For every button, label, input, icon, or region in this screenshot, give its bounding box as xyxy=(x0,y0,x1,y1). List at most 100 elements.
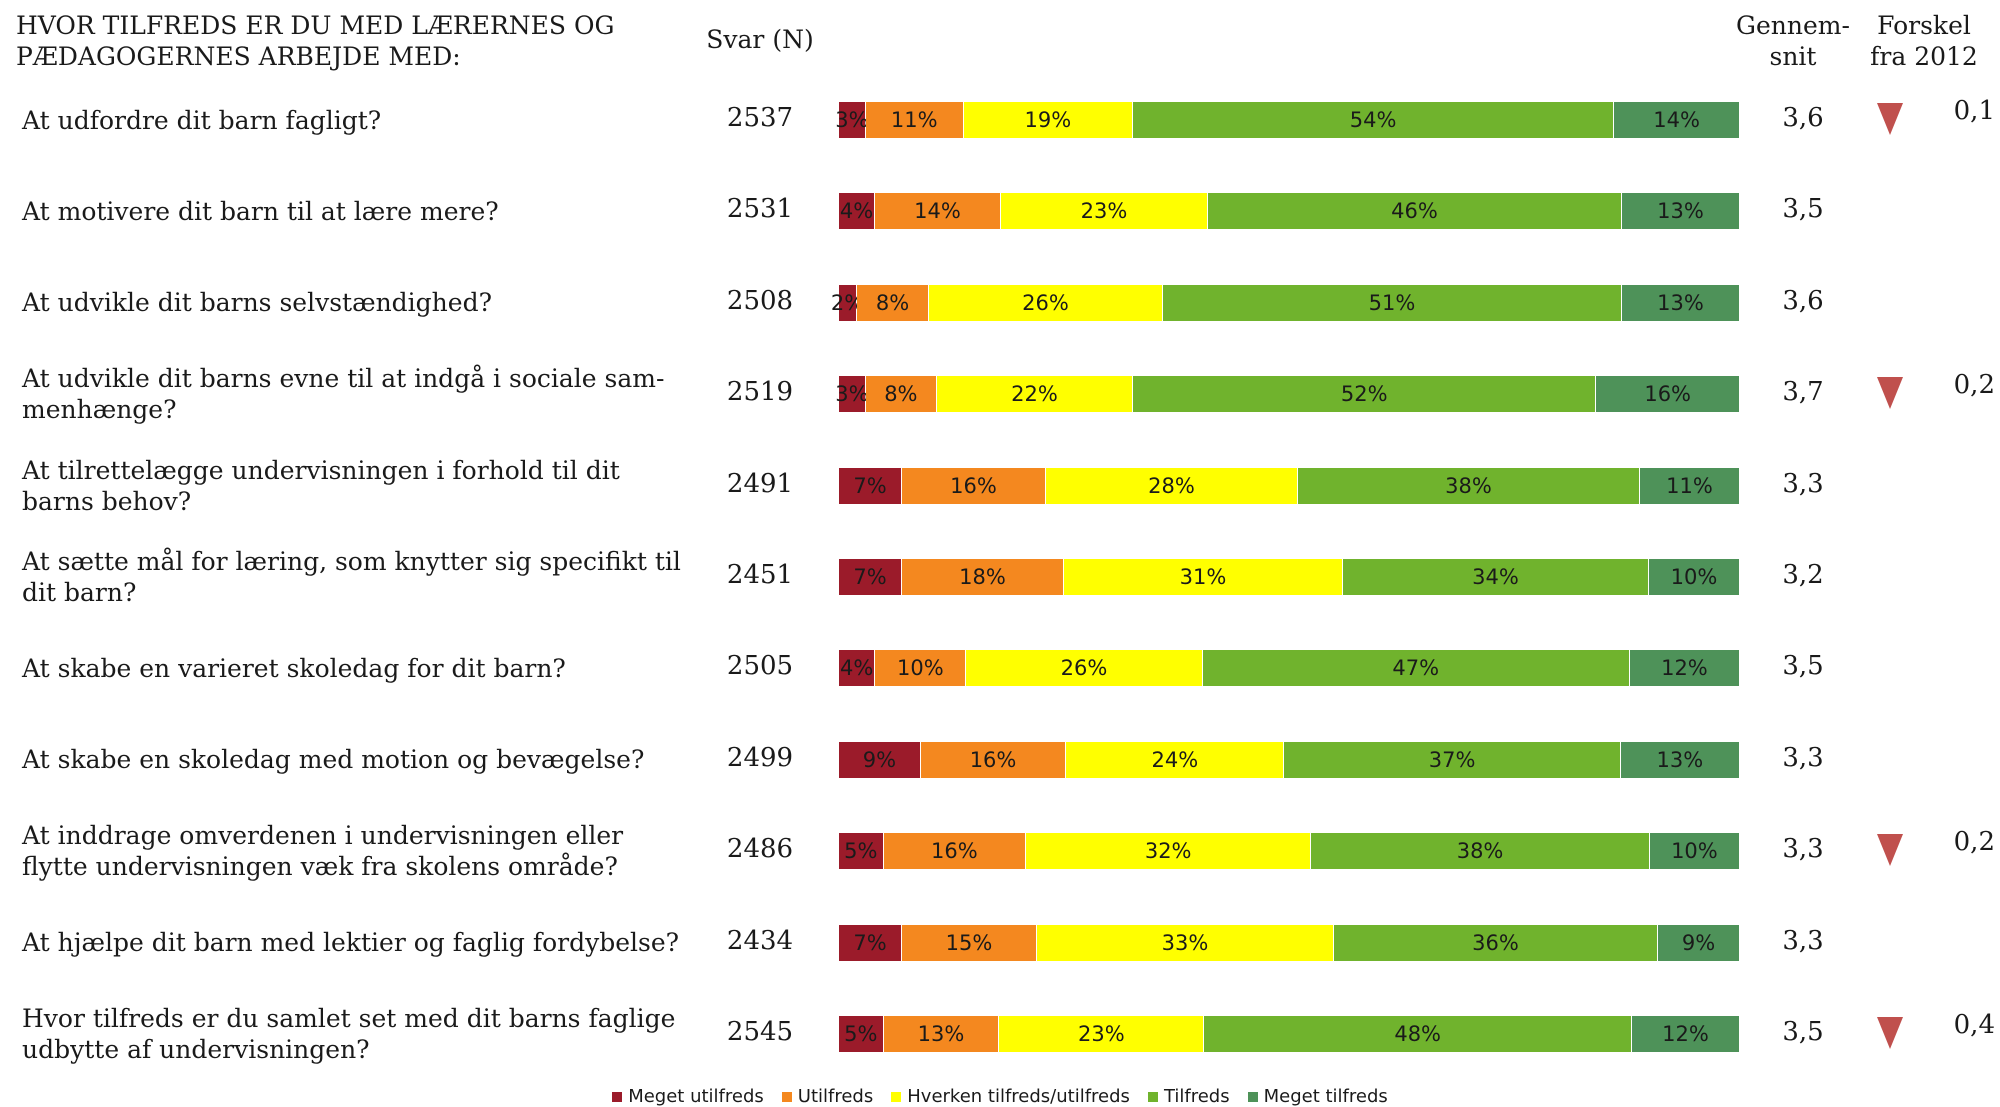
column-header-mean: Gennem- snit xyxy=(1728,10,1858,72)
row-n-value: 2531 xyxy=(726,194,794,225)
bar-segment: 16% xyxy=(1596,376,1739,413)
bar-segment: 38% xyxy=(1298,467,1640,504)
row-diff-value: 0,4 xyxy=(1953,1010,1995,1040)
bar-segment: 19% xyxy=(963,102,1134,138)
row-n-value: 2508 xyxy=(726,285,794,316)
row-label-line: dit barn? xyxy=(22,578,137,607)
row-label-line: At motivere dit barn til at lære mere? xyxy=(22,196,499,226)
legend-label: Meget tilfreds xyxy=(1263,1086,1388,1107)
stacked-bar: 4% 14% 23% 46% 13% xyxy=(839,193,1739,230)
bar-segment: 4% xyxy=(839,650,876,687)
bar-segment: 38% xyxy=(1311,833,1650,870)
bar-segment: 26% xyxy=(966,650,1203,687)
bar-segment: 3% xyxy=(835,102,869,138)
bar-segment: 34% xyxy=(1343,559,1649,595)
row-label: At sætte mål for læring, som knytter sig… xyxy=(22,546,682,608)
chart-legend: Meget utilfreds Utilfreds Hverken tilfreds… xyxy=(0,1086,2000,1107)
down-triangle-icon xyxy=(1877,834,1903,867)
stacked-bar: 7% 18% 31% 34% 10% xyxy=(839,559,1739,595)
row-label-line: At skabe en varieret skoledag for dit ba… xyxy=(22,653,566,683)
row-label: At udfordre dit barn fagligt? xyxy=(22,105,682,136)
bar-segment: 24% xyxy=(1066,741,1285,778)
row-diff-value: 0,2 xyxy=(1953,827,1995,858)
bar-segment: 13% xyxy=(1622,284,1739,321)
row-label: At tilrettelægge undervisningen i forhol… xyxy=(22,455,682,517)
row-n-value: 2537 xyxy=(726,103,794,133)
chart-title-line2: PÆDAGOGERNES ARBEJDE MED: xyxy=(16,42,461,71)
legend-label: Meget utilfreds xyxy=(628,1086,764,1107)
bar-segment: 13% xyxy=(883,1016,1000,1052)
stacked-bar: 5% 16% 32% 38% 10% xyxy=(839,833,1739,870)
bar-segment: 11% xyxy=(1640,467,1739,504)
row-label-line: At udfordre dit barn fagligt? xyxy=(22,105,382,135)
row-mean-value: 3,5 xyxy=(1782,194,1824,225)
row-mean-value: 3,2 xyxy=(1782,560,1824,590)
bar-segment: 10% xyxy=(875,650,967,687)
column-header-n: Svar (N) xyxy=(706,25,814,54)
bar-segment: 16% xyxy=(883,833,1027,870)
row-n-value: 2519 xyxy=(726,377,794,408)
stacked-bar: 3% 11% 19% 54% 14% xyxy=(835,102,1739,138)
row-label-line: menhænge? xyxy=(22,395,177,425)
row-label: At hjælpe dit barn med lektier og faglig… xyxy=(22,927,682,958)
row-label-line: At tilrettelægge undervisningen i forhol… xyxy=(22,455,620,485)
bar-segment: 7% xyxy=(839,559,902,595)
row-mean-value: 3,3 xyxy=(1782,742,1824,773)
column-header-diff-line2: fra 2012 xyxy=(1870,42,1978,71)
bar-segment: 12% xyxy=(1629,650,1739,687)
down-triangle-icon xyxy=(1877,103,1903,135)
bar-segment: 9% xyxy=(1658,924,1739,961)
column-header-mean-line1: Gennem- xyxy=(1736,11,1850,40)
row-n-value: 2499 xyxy=(726,742,794,773)
row-label-line: At inddrage omverdenen i undervisningen … xyxy=(22,821,624,851)
bar-segment: 47% xyxy=(1202,650,1630,687)
row-label: At udvikle dit barns evne til at indgå i… xyxy=(22,363,682,425)
bar-segment: 32% xyxy=(1026,833,1312,870)
bar-segment: 51% xyxy=(1163,284,1622,321)
legend-swatch xyxy=(1147,1091,1158,1102)
row-n-value: 2491 xyxy=(726,468,794,499)
chart-title-line1: HVOR TILFREDS ER DU MED LÆRERNES OG xyxy=(16,11,615,40)
bar-segment: 36% xyxy=(1334,924,1658,961)
column-header-diff-line1: Forskel xyxy=(1877,11,1971,40)
row-label: At skabe en skoledag med motion og bevæg… xyxy=(22,744,682,775)
bar-segment: 13% xyxy=(1620,741,1739,778)
row-label-line: At skabe en skoledag med motion og bevæg… xyxy=(22,745,645,775)
down-triangle-icon xyxy=(1877,1017,1903,1049)
row-n-value: 2451 xyxy=(726,560,794,590)
legend-swatch xyxy=(612,1091,623,1102)
bar-segment: 28% xyxy=(1046,467,1298,504)
bar-segment: 3% xyxy=(835,376,869,413)
legend-swatch xyxy=(781,1091,792,1102)
bar-segment: 54% xyxy=(1133,102,1615,138)
stacked-bar: 9% 16% 24% 37% 13% xyxy=(839,741,1739,778)
bar-segment: 16% xyxy=(920,741,1067,778)
bar-segment: 52% xyxy=(1133,376,1597,413)
row-mean-value: 3,3 xyxy=(1782,925,1824,956)
legend-label: Tilfreds xyxy=(1163,1086,1230,1107)
legend-label: Utilfreds xyxy=(797,1086,874,1107)
row-label: Hvor tilfreds er du samlet set med dit b… xyxy=(22,1003,682,1065)
down-triangle-icon xyxy=(1877,377,1903,410)
bar-segment: 10% xyxy=(1649,559,1739,595)
stacked-bar: 2% 8% 26% 51% 13% xyxy=(831,284,1739,321)
bar-segment: 23% xyxy=(1001,193,1208,230)
row-label-line: At udvikle dit barns selvstændighed? xyxy=(22,288,492,318)
row-diff-value: 0,1 xyxy=(1953,96,1995,126)
bar-segment: 12% xyxy=(1632,1016,1739,1052)
row-label-line: At sætte mål for læring, som knytter sig… xyxy=(22,547,681,576)
bar-segment: 37% xyxy=(1284,741,1621,778)
bar-segment: 31% xyxy=(1064,559,1343,595)
chart-title: HVOR TILFREDS ER DU MED LÆRERNES OG PÆDA… xyxy=(16,10,696,72)
column-header-mean-line2: snit xyxy=(1769,42,1817,71)
bar-segment: 23% xyxy=(999,1016,1205,1052)
bar-segment: 14% xyxy=(1614,102,1739,138)
row-mean-value: 3,5 xyxy=(1782,651,1824,682)
row-label: At motivere dit barn til at lære mere? xyxy=(22,196,682,227)
row-mean-value: 3,3 xyxy=(1782,834,1824,865)
legend-item: Hverken tilfreds/utilfreds xyxy=(891,1086,1130,1107)
bar-segment: 4% xyxy=(839,193,875,230)
stacked-bar: 4% 10% 26% 47% 12% xyxy=(839,650,1739,687)
row-label-line: flytte undervisningen væk fra skolens om… xyxy=(22,852,618,882)
legend-swatch xyxy=(1247,1091,1258,1102)
